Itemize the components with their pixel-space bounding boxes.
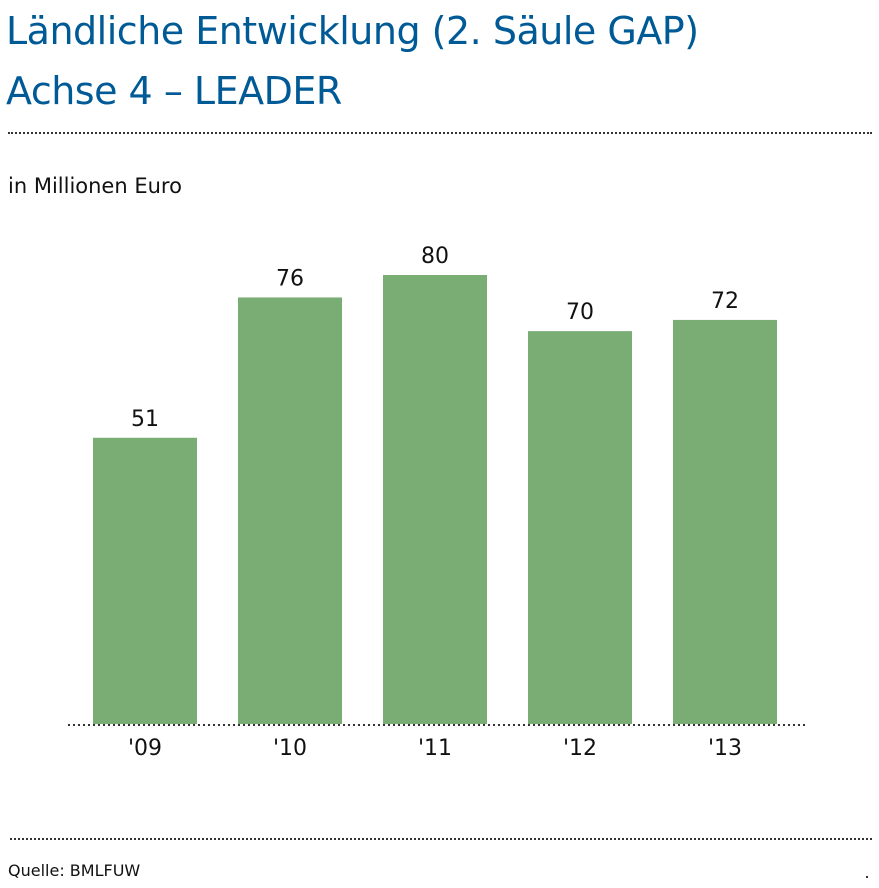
bar [383,275,487,724]
title-divider [8,132,872,134]
bar [238,297,342,724]
unit-label: in Millionen Euro [8,174,182,198]
x-tick-label: '12 [563,736,597,761]
x-tick-label: '13 [708,736,742,761]
end-dot [866,876,868,878]
bar [93,437,197,724]
data-label: 51 [131,407,159,432]
x-tick-label: '11 [418,736,452,761]
data-label: 76 [276,266,304,291]
source-label: Quelle: BMLFUW [8,861,141,880]
x-tick-label: '10 [273,736,307,761]
data-label: 72 [711,289,739,314]
data-label: 70 [566,300,594,325]
chart-title-line2: Achse 4 – LEADER [6,69,342,113]
x-tick-label: '09 [128,736,162,761]
data-label: 80 [421,244,449,269]
chart-title-line1: Ländliche Entwicklung (2. Säule GAP) [6,9,699,53]
bar [528,331,632,724]
footer-divider [10,838,872,840]
bar [673,319,777,724]
